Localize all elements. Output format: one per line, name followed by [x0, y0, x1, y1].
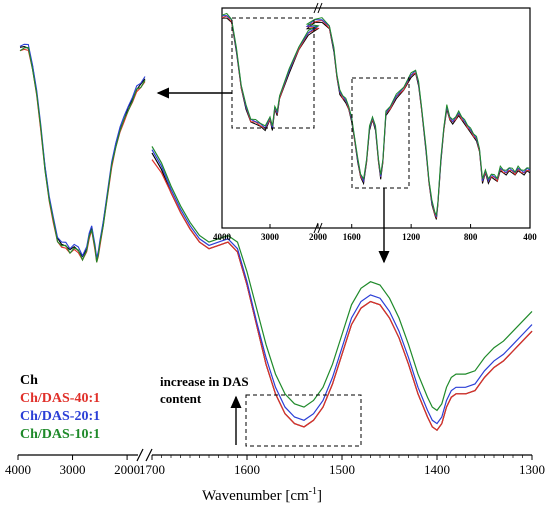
left-series-2 [19, 43, 146, 259]
right-series-2 [151, 149, 533, 425]
right-panel-spectra [151, 146, 533, 432]
left-series-0 [19, 46, 146, 260]
x-tick-label-left: 3000 [60, 462, 86, 477]
inset-x-tick-label: 2000 [309, 232, 328, 242]
inset-break-mark [317, 2, 323, 14]
inset-x-tick-label: 1200 [402, 232, 421, 242]
main-dashed-box [245, 394, 362, 447]
x-tick-label-left: 4000 [5, 462, 31, 477]
legend: Ch Ch/DAS-40:1 Ch/DAS-20:1 Ch/DAS-10:1 [20, 373, 100, 442]
inset-x-tick-label: 400 [523, 232, 537, 242]
inset-x-tick-label: 1600 [343, 232, 362, 242]
inset-break-mark [313, 222, 319, 234]
inset-frame [221, 7, 531, 229]
left-panel-spectra [19, 43, 146, 263]
left-series-1 [19, 48, 146, 263]
x-axis-label-close: ] [317, 488, 322, 504]
legend-item-ch: Ch [20, 373, 38, 388]
annotation-line-1: increase in DAS [160, 374, 249, 389]
x-tick-label-right: 1600 [234, 462, 260, 477]
axis-break-mark-1 [136, 448, 144, 462]
x-tick-label-right: 1700 [139, 462, 165, 477]
inset-dashed-box-amide [351, 77, 410, 189]
x-axis-label-superscript: -1 [309, 486, 317, 497]
x-tick-label-left: 2000 [114, 462, 140, 477]
x-tick-label-right: 1500 [329, 462, 355, 477]
annotation-line-2: content [160, 391, 202, 406]
right-series-1 [151, 159, 533, 432]
inset-break-mark [313, 2, 319, 14]
inset-series-3 [221, 12, 531, 217]
inset-x-tick-label: 4000 [213, 232, 232, 242]
axis-break-mark-2 [145, 448, 153, 462]
left-series-3 [19, 46, 146, 263]
inset-x-tick-label: 800 [464, 232, 478, 242]
legend-item-ch-das-20: Ch/DAS-20:1 [20, 409, 100, 424]
legend-item-ch-das-10: Ch/DAS-10:1 [20, 427, 100, 442]
x-tick-label-right: 1300 [519, 462, 545, 477]
callouts [156, 87, 390, 447]
x-axis-label: Wavenumber [cm-1] [202, 486, 322, 504]
inset-dashed-box-oh [231, 17, 315, 129]
x-tick-label-right: 1400 [424, 462, 450, 477]
inset-break-mark [317, 222, 323, 234]
inset-x-tick-label: 3000 [261, 232, 280, 242]
right-series-3 [151, 146, 533, 412]
legend-item-ch-das-40: Ch/DAS-40:1 [20, 391, 100, 406]
inset-panel: 4000 3000 2000 1600 1200 800 400 [213, 2, 537, 242]
